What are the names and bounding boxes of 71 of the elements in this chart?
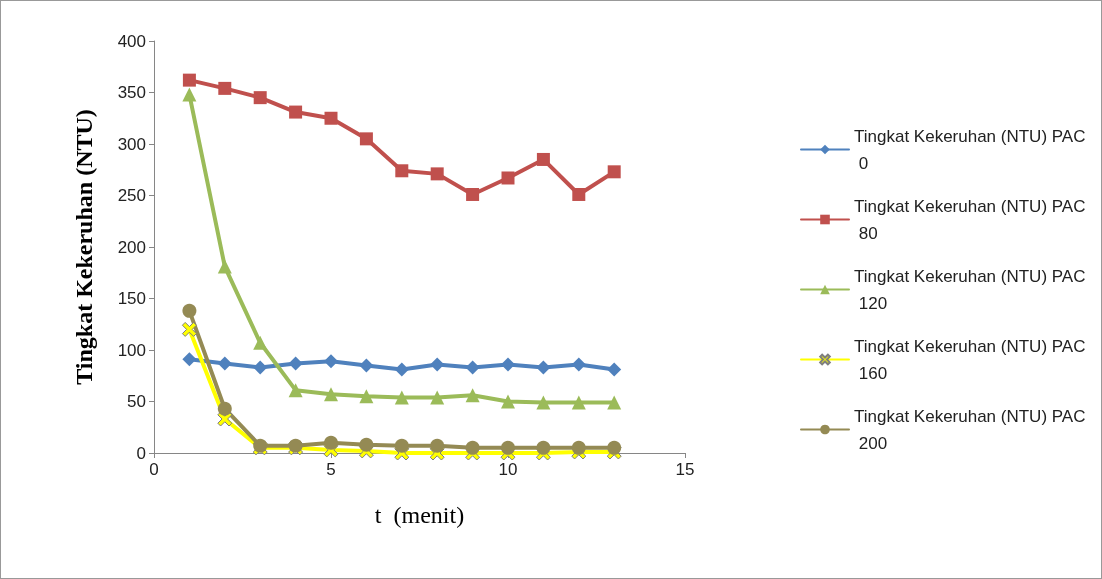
point bbox=[465, 360, 480, 375]
point bbox=[182, 303, 197, 318]
point bbox=[359, 437, 374, 452]
point bbox=[430, 167, 444, 181]
point bbox=[217, 401, 232, 416]
y-tick-label: 50 bbox=[127, 392, 146, 411]
point bbox=[253, 91, 267, 105]
legend-label: Tingkat Kekeruhan (NTU) PAC 120 bbox=[854, 266, 1086, 313]
point bbox=[501, 171, 515, 185]
point bbox=[394, 362, 409, 377]
y-tick-label: 200 bbox=[117, 237, 146, 257]
legend-label: Tingkat Kekeruhan (NTU) PAC 200 bbox=[854, 406, 1086, 453]
y-tick-label: 100 bbox=[117, 340, 146, 360]
y-tick-label: 0 bbox=[136, 443, 146, 463]
point bbox=[218, 81, 232, 95]
point bbox=[501, 394, 515, 409]
point bbox=[253, 335, 268, 350]
x-tick-label: 5 bbox=[326, 460, 336, 479]
point bbox=[324, 387, 338, 402]
point bbox=[394, 390, 409, 405]
y-tick-label: 150 bbox=[117, 289, 146, 308]
point bbox=[395, 164, 409, 178]
point bbox=[571, 395, 586, 410]
point bbox=[288, 356, 303, 371]
point bbox=[324, 354, 338, 369]
x-tick-label: 15 bbox=[675, 460, 695, 479]
legend-label: Tingkat Kekeruhan (NTU) PAC 0 bbox=[854, 126, 1086, 173]
x-axis-title: t (menit) bbox=[374, 502, 465, 528]
point bbox=[430, 357, 445, 372]
point bbox=[466, 187, 480, 201]
point bbox=[359, 389, 374, 404]
point bbox=[359, 132, 373, 146]
x-tick-label: 10 bbox=[498, 460, 518, 479]
point bbox=[359, 358, 374, 373]
point bbox=[181, 321, 197, 337]
point bbox=[536, 395, 551, 410]
y-tick-label: 400 bbox=[117, 31, 146, 51]
point bbox=[607, 362, 622, 377]
legend-label: Tingkat Kekeruhan (NTU) PAC 80 bbox=[854, 196, 1086, 243]
point bbox=[394, 438, 409, 453]
point bbox=[253, 360, 268, 375]
point bbox=[182, 73, 196, 87]
x-tick-label: 0 bbox=[149, 460, 159, 479]
point bbox=[324, 435, 338, 450]
point bbox=[182, 87, 197, 102]
point bbox=[607, 165, 621, 179]
y-tick-label: 300 bbox=[117, 134, 146, 154]
point bbox=[324, 111, 338, 125]
point bbox=[501, 440, 515, 455]
point bbox=[572, 187, 586, 201]
point bbox=[217, 356, 232, 371]
legend-label: Tingkat Kekeruhan (NTU) PAC 160 bbox=[854, 336, 1086, 383]
point bbox=[501, 357, 515, 372]
point bbox=[607, 395, 622, 410]
point bbox=[571, 440, 586, 455]
point bbox=[536, 440, 551, 455]
point bbox=[571, 357, 586, 372]
y-tick-label: 250 bbox=[117, 186, 146, 205]
point bbox=[182, 352, 197, 367]
point bbox=[289, 105, 303, 119]
point bbox=[430, 438, 445, 453]
y-tick-label: 350 bbox=[117, 83, 146, 102]
point bbox=[217, 259, 232, 274]
point bbox=[288, 383, 303, 398]
point bbox=[607, 440, 622, 455]
point bbox=[536, 152, 550, 166]
point bbox=[430, 390, 445, 405]
point bbox=[465, 388, 480, 403]
point bbox=[536, 360, 551, 375]
y-axis-title: Tingkat Kekeruhan (NTU) bbox=[71, 109, 97, 385]
point bbox=[465, 440, 480, 455]
